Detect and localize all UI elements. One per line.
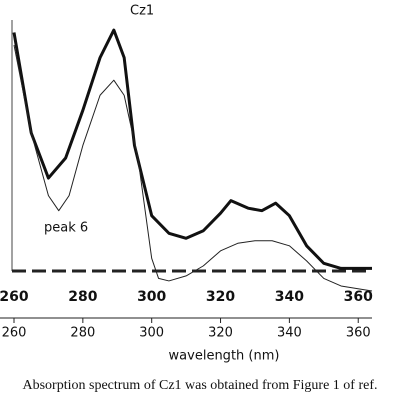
x-tick-label-upper: 360 (344, 289, 373, 305)
x-axis-label: wavelength (nm) (169, 349, 280, 364)
annotation: peak 6 (44, 221, 88, 236)
series-line (12, 28, 372, 270)
series-line (13, 44, 373, 292)
x-tick-label: 280 (70, 326, 95, 341)
x-tick-label: 340 (277, 326, 302, 341)
x-tick-label: 300 (139, 326, 164, 341)
x-tick-label: 260 (2, 326, 27, 341)
x-tick-label-upper: 320 (206, 289, 235, 305)
x-tick-label-upper: 260 (0, 289, 29, 305)
x-tick-label: 320 (208, 326, 233, 341)
x-tick-label-upper: 340 (275, 289, 304, 305)
chart-title: Cz1 (130, 4, 154, 19)
caption: Absorption spectrum of Cz1 was obtained … (23, 378, 378, 393)
x-tick-label-upper: 300 (137, 289, 166, 305)
x-tick-label: 360 (346, 326, 371, 341)
x-tick-label-upper: 280 (68, 289, 97, 305)
